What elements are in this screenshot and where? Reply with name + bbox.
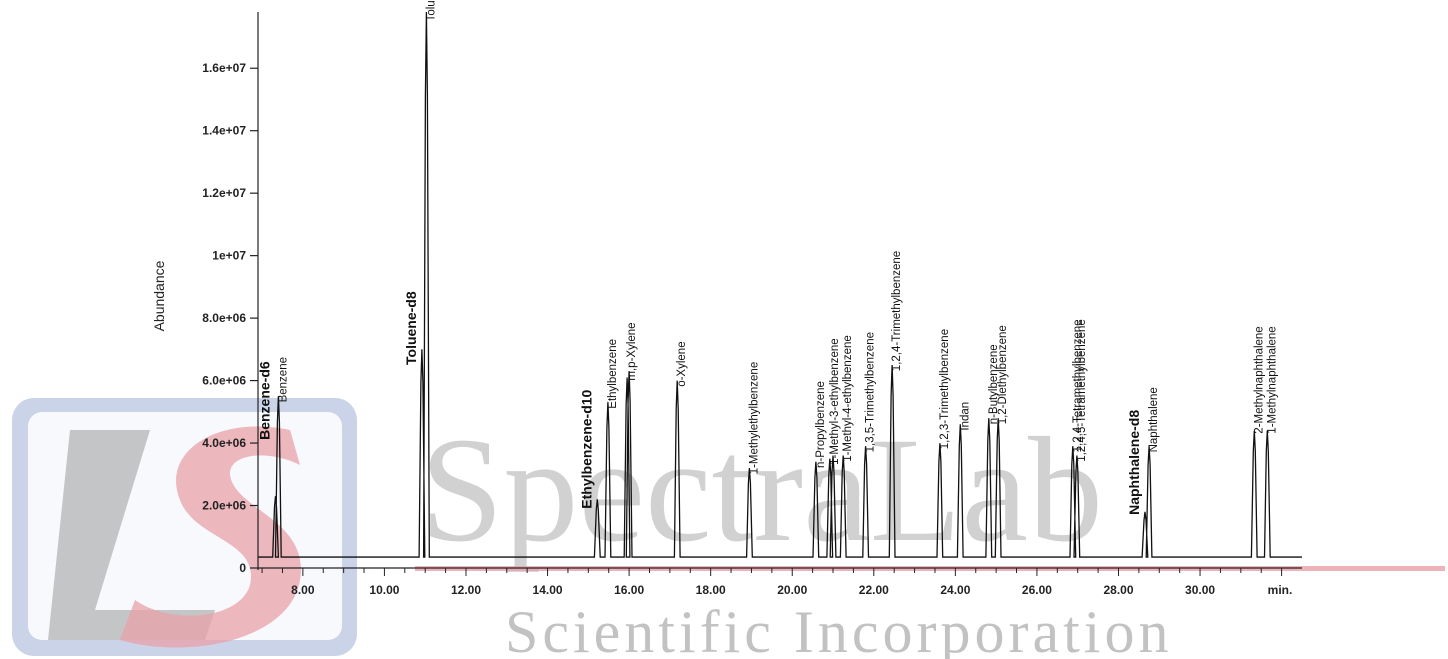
y-ticks: 0 2.0e+06 4.0e+06 6.0e+06 8.0e+06 1e+07 1.2e+0… xyxy=(202,61,258,575)
y-tick-label: 8.0e+06 xyxy=(202,311,246,325)
peak-label: n-Propylbenzene xyxy=(815,381,827,468)
peak-label: 1,3,5-Trimethylbenzene xyxy=(865,332,877,452)
y-tick-label: 1.4e+07 xyxy=(202,124,246,138)
peak-label: 1,2,3-Trimethylbenzene xyxy=(939,329,951,449)
x-unit-label: min. xyxy=(1268,583,1293,597)
axes: 0 2.0e+06 4.0e+06 6.0e+06 8.0e+06 1e+07 1.2e+0… xyxy=(151,12,1302,597)
y-tick-label: 6.0e+06 xyxy=(202,374,246,388)
x-tick-label: 14.00 xyxy=(533,583,563,597)
y-axis-label: Abundance xyxy=(151,260,167,331)
peak-label: 1,2,4-Trimethylbenzene xyxy=(891,251,903,371)
peak-labels: Benzene-d6 Benzene Toluene-d8 Toluene Ethylb… xyxy=(257,0,1279,515)
peak-label: 1,2-Diethylbenzene xyxy=(997,325,1009,424)
peak-label: Naphthalene-d8 xyxy=(1126,410,1142,515)
watermark: SpectraLab Scientific Incorporation xyxy=(12,398,1445,659)
x-tick-label: 10.00 xyxy=(369,583,399,597)
x-tick-label: 22.00 xyxy=(859,583,889,597)
peak-label: Ethylbenzene-d10 xyxy=(578,389,594,508)
y-tick-label: 2.0e+06 xyxy=(202,499,246,513)
peak-label: 1-Methyl-3-ethylbenzene xyxy=(829,338,841,465)
peak-label: Toluene xyxy=(425,0,437,21)
peak-label: 2-Methylnaphthalene xyxy=(1253,326,1265,433)
x-tick-label: 28.00 xyxy=(1103,583,1133,597)
peak-label: n-Butylbenzene xyxy=(988,344,1000,424)
peak-label: Toluene-d8 xyxy=(403,291,419,365)
x-tick-label: 16.00 xyxy=(614,583,644,597)
peak-label: Indan xyxy=(959,402,971,431)
x-tick-label: 26.00 xyxy=(1022,583,1052,597)
ls-logo-icon xyxy=(12,398,357,656)
y-tick-label: 1.6e+07 xyxy=(202,61,246,75)
peak-label: Naphthalene xyxy=(1148,387,1160,452)
peak-label: Ethylbenzene xyxy=(607,339,619,409)
peak-label: 1-Methylethylbenzene xyxy=(748,362,760,475)
x-tick-label: 8.00 xyxy=(291,583,315,597)
peak-label: 1,2,4,5-Tetramethylbenzene xyxy=(1076,319,1088,462)
y-tick-label: 1.2e+07 xyxy=(202,186,246,200)
x-ticks: 8.00 10.00 12.00 14.00 16.00 18.00 20.00 22.00 2… xyxy=(261,568,1283,597)
y-tick-label: 4.0e+06 xyxy=(202,436,246,450)
x-tick-label: 12.00 xyxy=(451,583,481,597)
peak-label: 1-Methyl-4-ethylbenzene xyxy=(842,335,854,462)
chromatogram-trace xyxy=(258,11,1302,558)
peak-label: 1,2,4-Tetramethylbenzene xyxy=(1072,319,1084,452)
peak-label: 1-Methylnaphthalene xyxy=(1266,326,1278,433)
x-tick-label: 30.00 xyxy=(1185,583,1215,597)
watermark-subtitle: Scientific Incorporation xyxy=(505,599,1172,659)
peak-label: m,p-Xylene xyxy=(626,322,638,380)
y-tick-label: 0 xyxy=(239,561,246,575)
peak-label: Benzene-d6 xyxy=(257,361,273,440)
x-tick-label: 18.00 xyxy=(696,583,726,597)
peak-label: o-Xylene xyxy=(676,341,688,386)
y-tick-label: 1e+07 xyxy=(212,249,246,263)
x-tick-label: 20.00 xyxy=(777,583,807,597)
x-tick-label: 24.00 xyxy=(940,583,970,597)
peak-label: Benzene xyxy=(277,357,289,402)
